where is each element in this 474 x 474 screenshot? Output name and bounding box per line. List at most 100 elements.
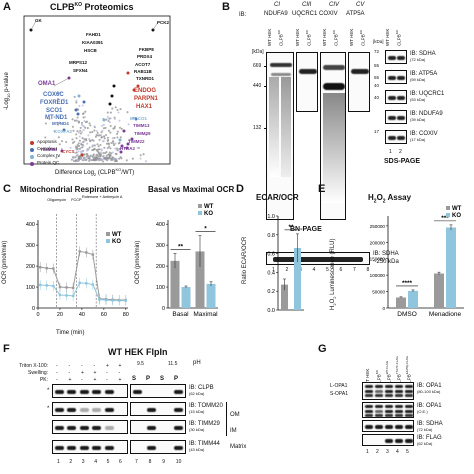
- legend-label-complex-i: Complex I: [37, 146, 58, 151]
- volcano-highlight-point: [110, 94, 114, 98]
- fractionation-band: [104, 390, 114, 394]
- line-point-ko: [52, 284, 55, 288]
- volcano-point: [113, 125, 116, 128]
- volcano-point: [82, 158, 85, 161]
- band: [397, 136, 405, 140]
- volcano-point: [73, 95, 76, 98]
- volcano-point: [82, 144, 85, 147]
- volcano-point: [119, 108, 122, 111]
- fractionation-band: [67, 426, 77, 430]
- volcano-leader-line: [30, 20, 37, 31]
- volcano-label-sco1: SCO1: [46, 108, 63, 114]
- condition-value: +: [93, 377, 97, 383]
- volcano-label-pck2: PCK2: [157, 20, 170, 25]
- ocr-legend-label-wt: WT: [204, 204, 214, 210]
- fractionation-band: [55, 390, 64, 394]
- condition-value: -: [56, 370, 58, 376]
- volcano-point: [76, 130, 79, 133]
- lane-label-wt: WT HEK: [267, 28, 272, 46]
- sds-ib-name-atp5a: IB: ATP5A: [410, 71, 438, 77]
- volcano-label-sfxn4: SFXN4: [73, 68, 88, 73]
- volcano-point: [111, 137, 114, 140]
- fractionation-band: [67, 390, 77, 394]
- fractionation-blot-clpb-lanes-1-6: [52, 384, 128, 398]
- opa1-ib-name-4: IB: FLAG: [417, 435, 442, 441]
- ocr-bar-maximal-wt: [195, 251, 205, 308]
- volcano-point: [75, 99, 78, 102]
- lane-label-wt: WT HEK: [295, 28, 300, 46]
- volcano-point: [118, 126, 122, 129]
- condition-value: +: [93, 370, 97, 376]
- volcano-point: [111, 156, 114, 159]
- band: [405, 385, 413, 388]
- volcano-point: [142, 153, 145, 156]
- band: [385, 439, 393, 443]
- volcano-point: [104, 126, 107, 129]
- opa1-lane-number-5: 5: [406, 449, 409, 455]
- volcano-point: [71, 125, 74, 128]
- volcano-point: [80, 158, 84, 161]
- volcano-label-prdx4: PRDX4: [137, 54, 153, 59]
- volcano-label-parpn1: PARPN1: [134, 96, 158, 102]
- condition-value: -: [106, 377, 108, 383]
- fractionation-band: [173, 446, 183, 450]
- volcano-point: [131, 157, 134, 160]
- band: [365, 410, 373, 413]
- volcano-point: [126, 111, 129, 114]
- ocr-sig-stars: **: [178, 244, 184, 251]
- volcano-point: [110, 141, 113, 145]
- volcano-point: [99, 151, 102, 154]
- line-point-ko: [85, 282, 88, 285]
- condition-value: -: [81, 377, 83, 383]
- volcano-label-txnrd1: TXNRD1: [136, 76, 155, 81]
- complex-label-cv: CV: [356, 2, 365, 8]
- ocr-ytick-label: 200: [156, 264, 165, 270]
- panel-letter-e: E: [318, 183, 326, 195]
- volcano-point: [62, 98, 66, 101]
- band: [375, 405, 383, 408]
- volcano-point: [75, 101, 78, 104]
- sds-ib-name-uqcrc1: IB: UQCRC1: [410, 91, 445, 97]
- h2o2-sig-stars: ***: [441, 215, 449, 222]
- volcano-point: [71, 156, 74, 159]
- volcano-point: [83, 119, 86, 123]
- volcano-point: [103, 137, 106, 140]
- volcano-label-cycs: CYCS: [62, 149, 75, 154]
- band: [385, 410, 393, 413]
- ocr-bar-basal-wt: [170, 260, 180, 308]
- fractionation-band: [92, 408, 102, 412]
- h2o2-legend-label-ko: KO: [452, 213, 461, 219]
- injection-label: Rotenone + Antimycin A: [82, 195, 123, 199]
- volcano-point: [95, 129, 98, 133]
- volcano-point: [72, 129, 75, 132]
- legend-label-apoptosis: Apoptosis: [37, 139, 57, 144]
- h2o2-legend-swatch-ko: [446, 213, 450, 217]
- h2o2-legend-label-wt: WT: [452, 206, 462, 212]
- nonspecific-band-marker: *: [47, 388, 50, 394]
- band: [395, 385, 403, 388]
- line-point-ko: [71, 294, 75, 298]
- l-opa1-label: L-OPA1: [330, 383, 348, 389]
- ecar-title: ECAR/OCR: [256, 193, 299, 202]
- band: [395, 394, 403, 397]
- volcano-point: [89, 158, 92, 161]
- line-chart-ytick-label: 400: [26, 222, 35, 228]
- line-chart-ytick-label: 200: [26, 264, 35, 270]
- sds-marker-17: 17: [374, 129, 380, 134]
- line-point-ko: [124, 299, 128, 302]
- ecar-bar-chart: 0.0 0.2 0.4 0.6 0.8 1.0 **: [267, 214, 304, 314]
- volcano-point: [128, 138, 131, 141]
- volcano-label-acot7: ACOT7: [135, 62, 151, 67]
- volcano-point: [79, 126, 82, 129]
- injection-label: FCCP: [71, 198, 82, 202]
- compartment-label-om: OM: [230, 412, 240, 418]
- band: [385, 414, 393, 417]
- fractionation-blot-timm44-lanes-1-6: [52, 440, 128, 454]
- volcano-point: [78, 139, 81, 142]
- volcano-point: [111, 107, 114, 110]
- fractionation-blot-timm29-lanes-7-10: [130, 420, 186, 434]
- volcano-point: [93, 125, 96, 128]
- line-point-ko: [58, 293, 62, 297]
- volcano-point: [75, 133, 78, 136]
- h2o2-sig-stars: ****: [402, 280, 413, 287]
